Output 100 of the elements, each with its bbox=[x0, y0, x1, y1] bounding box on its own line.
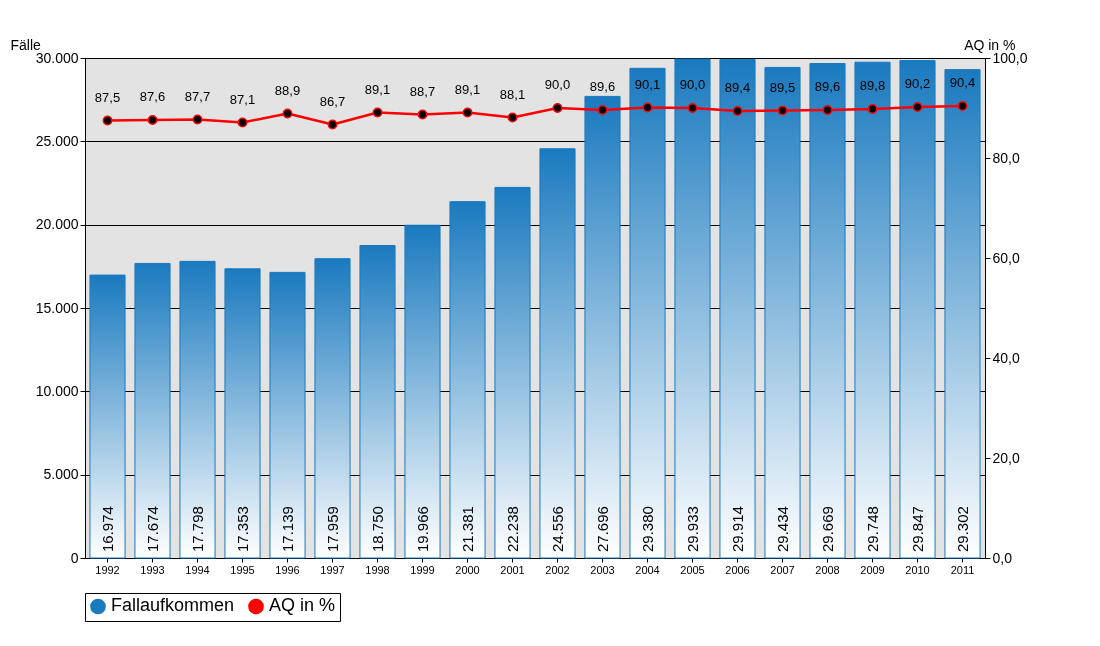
bar bbox=[854, 61, 891, 559]
data-label: 89,6 bbox=[589, 79, 616, 94]
y-tick-label: 5.000 bbox=[43, 466, 79, 483]
bar bbox=[89, 274, 126, 559]
bar bbox=[404, 224, 441, 559]
data-label: 29.914 bbox=[728, 506, 746, 552]
x-tick-label: 1999 bbox=[410, 563, 435, 576]
data-label: 29.748 bbox=[863, 506, 881, 552]
point bbox=[192, 114, 203, 125]
data-label: 22.238 bbox=[503, 506, 521, 552]
y-tick-label: 25.000 bbox=[35, 132, 79, 149]
bar bbox=[764, 66, 801, 559]
data-label: 88,9 bbox=[274, 82, 301, 98]
point bbox=[327, 119, 338, 130]
data-label: 17.353 bbox=[233, 506, 251, 552]
y-tick-label: 10.000 bbox=[35, 382, 79, 399]
point bbox=[507, 112, 518, 123]
bar bbox=[539, 148, 576, 559]
data-label: 17.798 bbox=[188, 506, 206, 552]
data-label: 17.674 bbox=[143, 506, 161, 552]
point bbox=[777, 105, 788, 116]
legend-label: AQ in % bbox=[269, 595, 336, 616]
point bbox=[957, 101, 968, 111]
data-label: 86,7 bbox=[319, 93, 346, 109]
y2-tick-label: 40,0 bbox=[992, 349, 1020, 366]
data-label: 18.750 bbox=[368, 506, 386, 552]
point bbox=[642, 102, 653, 113]
point bbox=[597, 105, 608, 115]
point bbox=[372, 107, 383, 118]
data-label: 87,5 bbox=[94, 89, 121, 105]
data-label: 90,0 bbox=[544, 77, 571, 92]
data-label: 88,7 bbox=[409, 83, 436, 99]
bar bbox=[269, 271, 306, 559]
data-label: 16.974 bbox=[98, 506, 116, 552]
data-label: 21.381 bbox=[458, 506, 476, 552]
data-label: 90,4 bbox=[949, 75, 976, 90]
data-label: 89,8 bbox=[859, 78, 886, 93]
data-label: 87,7 bbox=[184, 88, 211, 104]
y2-tick-label: 20,0 bbox=[992, 449, 1020, 466]
data-label: 29.669 bbox=[818, 506, 836, 552]
bar bbox=[674, 58, 711, 559]
point bbox=[732, 106, 743, 116]
data-label: 89,4 bbox=[724, 80, 751, 95]
point bbox=[102, 115, 113, 126]
data-label: 17.959 bbox=[323, 506, 341, 552]
data-label: 89,6 bbox=[814, 79, 841, 94]
x-tick-label: 2011 bbox=[950, 563, 975, 576]
y2-tick-label: 60,0 bbox=[992, 249, 1020, 266]
point bbox=[687, 103, 698, 113]
bar bbox=[899, 60, 936, 559]
data-label: 88,1 bbox=[499, 86, 526, 102]
data-label: 89,5 bbox=[769, 79, 796, 95]
bar bbox=[719, 58, 756, 559]
data-label: 90,0 bbox=[679, 77, 706, 92]
data-label: 29.847 bbox=[908, 506, 926, 552]
point bbox=[552, 103, 563, 113]
x-tick-label: 2005 bbox=[680, 563, 705, 576]
x-tick-label: 2007 bbox=[770, 563, 795, 576]
data-label: 89,1 bbox=[364, 81, 391, 97]
data-label: 87,1 bbox=[229, 91, 256, 107]
x-tick-label: 2008 bbox=[815, 563, 840, 576]
data-label: 90,1 bbox=[634, 76, 661, 92]
bar bbox=[809, 63, 846, 559]
y-tick-label: 20.000 bbox=[35, 216, 79, 233]
x-tick-label: 2003 bbox=[590, 563, 615, 576]
data-label: 29.380 bbox=[638, 506, 656, 552]
x-tick-label: 1997 bbox=[320, 563, 345, 576]
data-label: 24.556 bbox=[548, 506, 566, 552]
point bbox=[147, 115, 158, 125]
point bbox=[867, 104, 878, 114]
x-tick-label: 2000 bbox=[455, 563, 480, 576]
data-label: 27.696 bbox=[593, 506, 611, 552]
point bbox=[282, 108, 293, 119]
bar bbox=[449, 201, 486, 559]
bar bbox=[944, 69, 981, 559]
bar bbox=[584, 95, 621, 559]
y2-tick-label: 0,0 bbox=[992, 549, 1013, 566]
data-label: 89,1 bbox=[454, 81, 481, 97]
data-label: 19.966 bbox=[413, 506, 431, 552]
point bbox=[822, 105, 833, 115]
x-tick-label: 2010 bbox=[905, 563, 930, 576]
data-label: 87,6 bbox=[139, 89, 166, 104]
y-tick-label: 15.000 bbox=[35, 299, 79, 316]
y-tick-label: 0 bbox=[70, 549, 79, 566]
bar bbox=[179, 260, 216, 559]
bar bbox=[494, 186, 531, 559]
x-tick-label: 2002 bbox=[545, 563, 570, 576]
x-tick-label: 1994 bbox=[185, 563, 210, 576]
data-label: 17.139 bbox=[278, 506, 296, 552]
legend-label: Fallaufkommen bbox=[111, 595, 235, 616]
bar bbox=[224, 268, 261, 559]
x-tick-label: 1998 bbox=[365, 563, 390, 576]
point bbox=[912, 102, 923, 112]
data-label: 29.302 bbox=[953, 506, 971, 552]
y2-tick-label: 80,0 bbox=[992, 149, 1020, 166]
x-tick-label: 2004 bbox=[635, 563, 660, 576]
bar bbox=[314, 258, 351, 559]
data-label: 29.933 bbox=[683, 506, 701, 552]
data-label: 29.434 bbox=[773, 506, 791, 552]
x-tick-label: 1995 bbox=[230, 563, 255, 576]
